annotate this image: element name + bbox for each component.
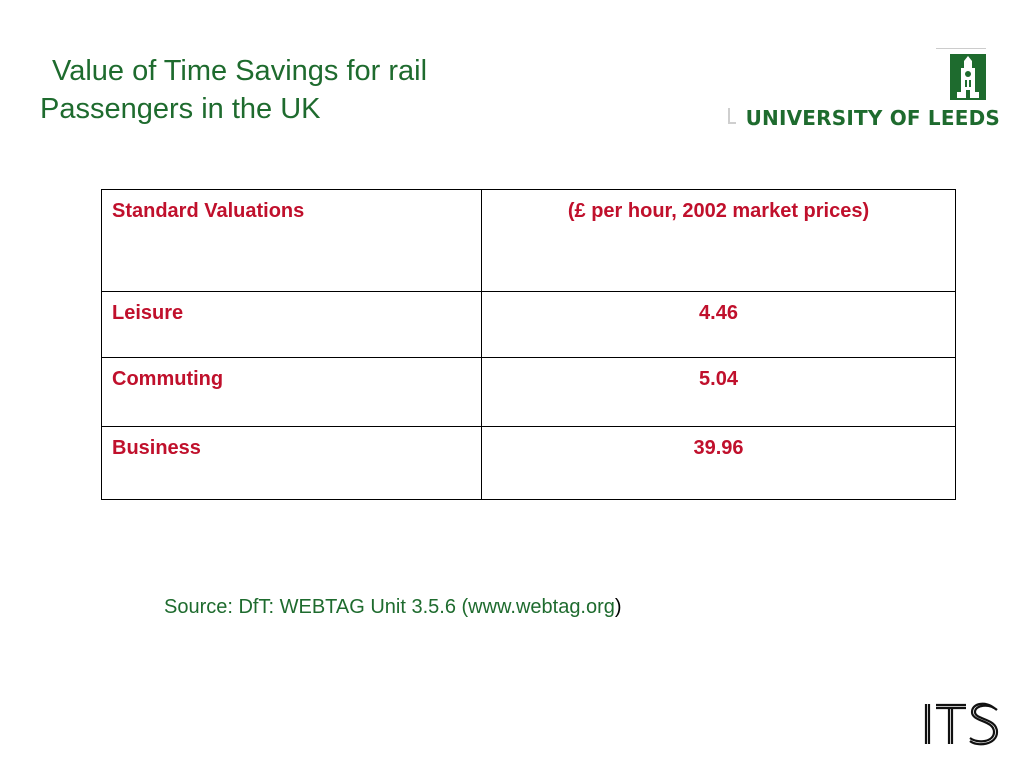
slide-title-line-2: Passengers in the UK — [40, 93, 321, 125]
row-value-cell: 4.46 — [481, 291, 956, 358]
row-value-cell: 5.04 — [481, 357, 956, 427]
row-label-cell: Commuting — [101, 357, 482, 427]
university-of-leeds-logo: UNIVERSITY OF LEEDS — [728, 48, 1004, 132]
table-row: Commuting 5.04 — [101, 357, 956, 427]
table-row: Leisure 4.46 — [101, 291, 956, 358]
logo-guide-line — [936, 48, 986, 53]
header-value-cell: (£ per hour, 2002 market prices) — [481, 189, 956, 292]
source-closing-paren: ) — [614, 596, 622, 618]
table-header-row: Standard Valuations (£ per hour, 2002 ma… — [101, 189, 956, 292]
slide-title-line-1: Value of Time Savings for rail — [52, 55, 428, 87]
header-label-cell: Standard Valuations — [101, 189, 482, 292]
parkinson-tower-icon — [950, 54, 986, 100]
slide-title: Value of Time Savings for rail Passenger… — [40, 52, 427, 128]
row-value-cell: 39.96 — [481, 426, 956, 500]
row-label-cell: Leisure — [101, 291, 482, 358]
university-wordmark: UNIVERSITY OF LEEDS — [745, 106, 1000, 130]
table-row: Business 39.96 — [101, 426, 956, 500]
value-of-time-table: Standard Valuations (£ per hour, 2002 ma… — [101, 189, 956, 500]
source-note: Source: DfT: WEBTAG Unit 3.5.6 (www.webt… — [164, 596, 622, 619]
its-logo — [924, 702, 999, 746]
row-label-cell: Business — [101, 426, 482, 500]
logo-bracket-mark — [728, 108, 736, 124]
source-text: Source: DfT: WEBTAG Unit 3.5.6 (www.webt… — [164, 596, 615, 618]
